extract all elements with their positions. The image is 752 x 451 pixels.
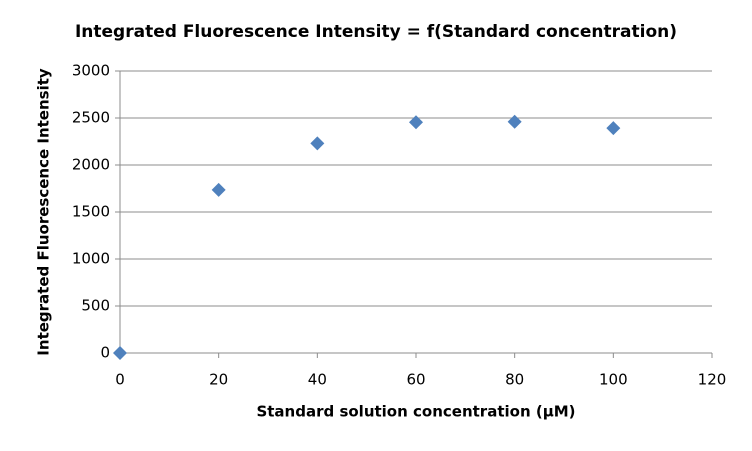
y-tick-label: 3000 bbox=[72, 62, 110, 80]
data-point bbox=[211, 182, 226, 197]
y-tick-label: 1500 bbox=[72, 203, 110, 221]
x-tick-label: 20 bbox=[209, 371, 228, 389]
chart-title: Integrated Fluorescence Intensity = f(St… bbox=[75, 22, 677, 42]
x-tick-label: 40 bbox=[308, 371, 327, 389]
x-axis-title: Standard solution concentration (µM) bbox=[256, 403, 575, 421]
y-tick-label: 1000 bbox=[72, 250, 110, 268]
data-point bbox=[507, 114, 522, 129]
y-tick-label: 500 bbox=[81, 297, 110, 315]
x-tick-label: 0 bbox=[115, 371, 125, 389]
data-point bbox=[113, 346, 127, 360]
x-tick-label: 60 bbox=[406, 371, 425, 389]
x-tick-label: 80 bbox=[505, 371, 524, 389]
y-axis-title: Integrated Fluorescence Intensity bbox=[35, 68, 53, 356]
y-tick-label: 2500 bbox=[72, 109, 110, 127]
y-tick-label: 0 bbox=[100, 344, 110, 362]
x-tick-label: 120 bbox=[698, 371, 727, 389]
data-point bbox=[606, 121, 621, 136]
data-point bbox=[310, 136, 325, 151]
data-point bbox=[409, 115, 423, 130]
y-tick-label: 2000 bbox=[72, 156, 110, 174]
x-tick-label: 100 bbox=[599, 371, 628, 389]
